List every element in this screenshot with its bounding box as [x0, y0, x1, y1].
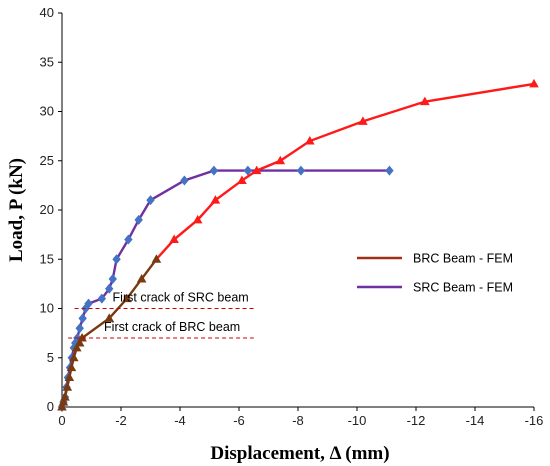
- data-point-triangle: [62, 382, 73, 391]
- data-point-triangle: [529, 78, 539, 88]
- data-point-diamond: [78, 313, 87, 324]
- y-tick-label: 0: [47, 399, 54, 414]
- data-point-triangle: [58, 397, 69, 406]
- data-point-diamond: [124, 234, 133, 245]
- data-point-triangle: [192, 214, 203, 224]
- data-point-triangle: [66, 362, 77, 372]
- series-src: [57, 165, 394, 412]
- data-point-diamond: [243, 165, 253, 176]
- data-point-triangle: [71, 342, 82, 352]
- data-point-diamond: [180, 175, 189, 186]
- data-point-triangle: [237, 175, 247, 184]
- legend: BRC Beam - FEM SRC Beam - FEM: [357, 252, 513, 295]
- x-tick-label: -16: [525, 413, 544, 428]
- data-point-diamond: [134, 214, 143, 225]
- y-tick-label: 40: [40, 5, 54, 20]
- data-point-diamond: [385, 165, 394, 176]
- y-axis-title: Load, P (kN): [6, 158, 27, 262]
- series-group: [57, 78, 539, 412]
- y-tick-label: 25: [40, 153, 54, 168]
- data-point-diamond: [105, 283, 114, 294]
- y-tick-label: 20: [40, 202, 54, 217]
- data-point-triangle: [151, 254, 162, 263]
- data-point-triangle: [64, 372, 75, 381]
- y-tick-label: 5: [47, 350, 54, 365]
- x-tick-label: -12: [407, 413, 426, 428]
- data-point-diamond: [209, 165, 219, 176]
- x-tick-label: -14: [466, 413, 485, 428]
- legend-entry: SRC Beam - FEM: [357, 281, 513, 295]
- x-tick-label: -6: [233, 413, 245, 428]
- data-point-triangle: [420, 96, 430, 106]
- data-point-triangle: [305, 136, 315, 145]
- data-point-diamond: [112, 254, 121, 265]
- y-tick-label: 10: [40, 301, 54, 316]
- x-axis-title: Displacement, Δ (mm): [210, 443, 389, 464]
- data-point-diamond: [97, 293, 107, 304]
- data-point-triangle: [358, 116, 368, 125]
- data-point-diamond: [81, 303, 90, 314]
- x-tick-label: -4: [174, 413, 186, 428]
- data-point-triangle: [69, 352, 79, 362]
- y-tick-label: 15: [40, 251, 54, 266]
- x-tick-label: -8: [292, 413, 304, 428]
- y-tick-label: 35: [40, 54, 54, 69]
- data-point-triangle: [251, 165, 262, 175]
- data-point-triangle: [210, 195, 221, 204]
- legend-label: SRC Beam - FEM: [413, 281, 513, 295]
- data-point-triangle: [60, 392, 70, 401]
- data-point-diamond: [75, 323, 84, 334]
- series-brc: [57, 78, 539, 411]
- data-point-triangle: [104, 313, 114, 322]
- x-tick-label: 0: [58, 413, 65, 428]
- x-tick-label: -10: [348, 413, 367, 428]
- axes-group: 0 5 10 15 20 25 30 35 40 0 -2 -4 -6 -8 -10 -12 -14 -16: [40, 5, 544, 428]
- data-point-triangle: [275, 155, 286, 165]
- data-point-triangle: [136, 273, 147, 283]
- annotation-label: First crack of SRC beam: [113, 291, 249, 305]
- data-point-triangle: [122, 293, 132, 303]
- annotation-label: First crack of BRC beam: [104, 320, 240, 334]
- data-point-triangle: [77, 333, 87, 342]
- data-point-diamond: [146, 195, 155, 206]
- data-point-triangle: [57, 402, 67, 411]
- data-point-triangle: [169, 234, 179, 244]
- data-point-diamond: [296, 165, 306, 176]
- annotations-group: First crack of SRC beam First crack of BR…: [68, 291, 254, 339]
- legend-entry: BRC Beam - FEM: [357, 252, 513, 266]
- data-point-diamond: [84, 298, 93, 309]
- x-tick-label: -2: [115, 413, 127, 428]
- data-point-triangle: [74, 337, 85, 347]
- y-tick-label: 30: [40, 104, 54, 119]
- legend-label: BRC Beam - FEM: [413, 252, 513, 266]
- data-point-diamond: [108, 273, 117, 284]
